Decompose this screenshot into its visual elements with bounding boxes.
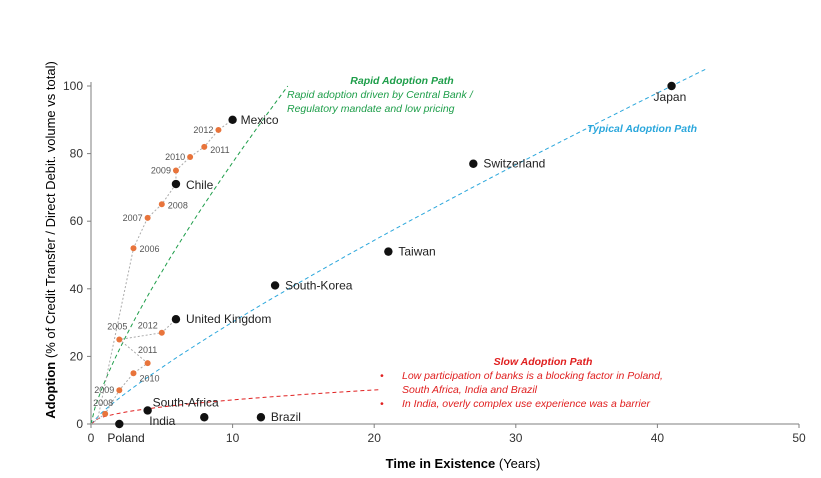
slow-adoption-trend-line [90, 389, 382, 425]
chile-year-point-2010 [187, 153, 194, 160]
chile-year-point-2012 [215, 126, 222, 133]
chile-year-label-2006: 2006 [139, 244, 159, 254]
y-axis-title-bold: Adoption [43, 362, 58, 419]
typical-adoption-title: Typical Adoption Path [587, 123, 698, 135]
trend-lines [90, 68, 708, 425]
slow-bullet-1-line-2: South Africa, India and Brazil [402, 384, 538, 396]
uk-year-label-2011: 2011 [138, 345, 157, 355]
x-tick-label: 10 [226, 431, 240, 445]
x-axis-title-units: (Years) [495, 456, 540, 471]
uk-year-point-2012 [158, 329, 165, 336]
uk-year-label-2009: 2009 [94, 385, 114, 395]
point-chile [171, 179, 181, 189]
chile-year-label-2012: 2012 [193, 125, 213, 135]
uk-path-connector [90, 318, 177, 425]
chile-year-point-2006 [130, 245, 137, 252]
y-tick-label: 60 [70, 214, 84, 228]
rapid-adoption-trend-line [90, 85, 289, 425]
typical-adoption-annotation: Typical Adoption Path [587, 122, 697, 136]
y-tick-label: 40 [70, 282, 84, 296]
slow-adoption-bullets: Low participation of banks is a blocking… [378, 369, 708, 411]
chile-path-connector [97, 119, 233, 418]
point-mexico [228, 115, 237, 125]
y-tick-label: 0 [76, 417, 83, 431]
uk-year-label-2005: 2005 [107, 322, 127, 332]
chile-year-label-2009: 2009 [151, 166, 171, 176]
label-united-kingdom: United Kingdom [186, 312, 271, 326]
chile-year-point-2008 [158, 201, 165, 208]
slow-bullet-2: In India, overly complex use experience … [378, 397, 708, 411]
label-india: India [149, 414, 175, 428]
label-brazil: Brazil [271, 410, 301, 424]
x-tick-label: 50 [792, 431, 806, 445]
point-poland [115, 419, 124, 429]
point-taiwan [384, 247, 393, 256]
chile-year-label-2011: 2011 [210, 145, 229, 155]
rapid-adoption-annotation: Rapid Adoption Path Rapid adoption drive… [287, 74, 517, 116]
point-japan [667, 81, 676, 91]
label-japan: Japan [654, 90, 687, 104]
data-points [102, 81, 676, 429]
uk-year-point-2010 [130, 370, 137, 377]
chile-year-point-2007 [144, 214, 151, 221]
uk-year-point-2009 [116, 387, 123, 394]
x-tick-label: 0 [88, 431, 95, 445]
chile-year-label-2010: 2010 [165, 152, 185, 162]
x-axis-title-bold: Time in Existence [386, 456, 496, 471]
label-south-africa: South-Africa [153, 395, 219, 409]
label-poland: Poland [107, 431, 144, 445]
uk-year-point-2011 [144, 360, 151, 367]
label-switzerland: Switzerland [483, 157, 545, 171]
uk-year-point-2005 [116, 336, 123, 343]
point-united-kingdom [171, 315, 181, 324]
label-south-korea: South-Korea [285, 278, 353, 292]
y-axis-title: Adoption (% of Credit Transfer / Direct … [43, 61, 58, 419]
uk-year-label-2010: 2010 [139, 373, 159, 383]
x-tick-label: 40 [651, 431, 665, 445]
label-taiwan: Taiwan [398, 245, 435, 259]
x-axis-title: Time in Existence (Years) [386, 456, 541, 471]
y-tick-label: 20 [70, 349, 84, 363]
label-chile: Chile [186, 178, 214, 192]
label-mexico: Mexico [241, 113, 279, 127]
rapid-adoption-text-1: Rapid adoption driven by Central Bank / [287, 89, 473, 101]
y-tick-label: 80 [70, 147, 84, 161]
slow-adoption-annotation: Slow Adoption Path Low participation of … [378, 355, 708, 411]
uk-year-point-2008 [102, 410, 109, 417]
chile-year-label-2008: 2008 [168, 200, 188, 210]
uk-year-label-2012: 2012 [138, 321, 158, 331]
slow-bullet-1-line-1: Low participation of banks is a blocking… [402, 370, 663, 382]
chile-year-label-2007: 2007 [123, 213, 143, 223]
y-axis-title-desc: (% of Credit Transfer / Direct Debit. vo… [43, 61, 58, 362]
point-switzerland [469, 159, 478, 168]
axes: 0 10 20 30 40 50 0 20 40 60 80 100 [63, 79, 806, 445]
typical-adoption-trend-line [90, 68, 708, 425]
point-south-africa [143, 406, 152, 415]
year-connectors [90, 119, 233, 425]
rapid-adoption-text-2: Regulatory mandate and low pricing [287, 103, 455, 115]
x-tick-label: 30 [509, 431, 523, 445]
slow-bullet-1: Low participation of banks is a blocking… [378, 369, 708, 397]
data-labels: 2006200720082009201020112012200820092010… [93, 90, 686, 445]
point-india [200, 413, 209, 422]
point-south-korea [270, 281, 280, 290]
rapid-adoption-title: Rapid Adoption Path [350, 75, 454, 87]
y-tick-label: 100 [63, 79, 83, 93]
uk-year-label-2008: 2008 [93, 398, 113, 408]
chile-year-point-2011 [201, 143, 208, 150]
slow-adoption-title: Slow Adoption Path [493, 356, 593, 368]
point-brazil [256, 413, 266, 422]
x-tick-label: 20 [368, 431, 382, 445]
chile-year-point-2009 [172, 167, 179, 174]
